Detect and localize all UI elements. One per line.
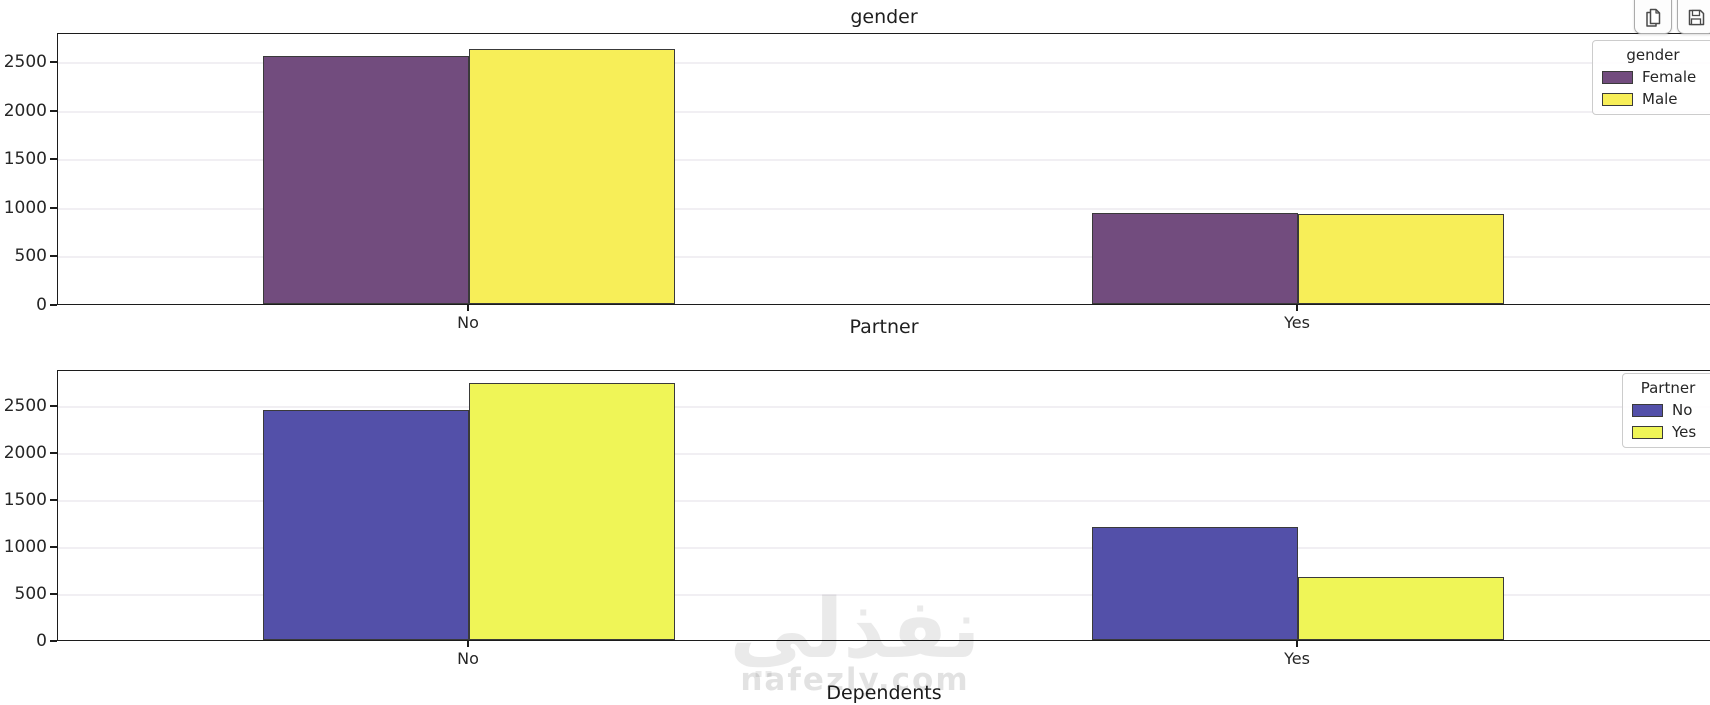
y-tick-label: 2000 bbox=[3, 100, 47, 121]
y-gridline bbox=[58, 452, 1710, 455]
y-tick-label: 0 bbox=[36, 295, 47, 315]
legend-entry: Male bbox=[1602, 90, 1704, 108]
bar-female-no bbox=[263, 56, 469, 304]
save-icon bbox=[1686, 6, 1706, 28]
y-tick-mark bbox=[50, 61, 57, 64]
plot-area bbox=[57, 370, 1710, 641]
y-tick-label: 1000 bbox=[3, 536, 47, 557]
y-tick-label: 2000 bbox=[3, 442, 47, 463]
legend-swatch bbox=[1602, 92, 1633, 106]
chart-title: Partner bbox=[849, 316, 919, 338]
y-tick-mark bbox=[50, 109, 57, 112]
y-tick-mark bbox=[50, 255, 57, 258]
chart-dependents-title: Dependents bbox=[826, 682, 942, 704]
y-tick-mark bbox=[50, 158, 57, 161]
x-tick-label: No bbox=[457, 313, 479, 332]
legend-entry: No bbox=[1632, 401, 1704, 419]
y-tick-label: 2500 bbox=[3, 52, 47, 73]
y-gridline bbox=[58, 110, 1710, 113]
legend-entry-label: Male bbox=[1642, 90, 1678, 108]
y-gridline bbox=[58, 207, 1710, 210]
y-tick-mark bbox=[50, 451, 57, 454]
legend-swatch bbox=[1602, 70, 1633, 84]
y-gridline bbox=[58, 62, 1710, 65]
legend: Partner No Yes bbox=[1622, 373, 1710, 448]
legend-swatch bbox=[1632, 403, 1663, 417]
x-tick-mark bbox=[467, 641, 469, 647]
y-tick-mark bbox=[50, 545, 57, 548]
bar-female-yes bbox=[1092, 212, 1298, 304]
y-tick-mark bbox=[50, 640, 57, 642]
y-gridline bbox=[58, 546, 1710, 549]
y-tick-label: 0 bbox=[36, 631, 47, 651]
y-tick-mark bbox=[50, 404, 57, 407]
legend-swatch bbox=[1632, 425, 1663, 439]
y-tick-label: 500 bbox=[14, 584, 47, 604]
x-tick-mark bbox=[467, 305, 469, 311]
save-button[interactable] bbox=[1677, 0, 1710, 34]
legend-title: Partner bbox=[1640, 379, 1696, 397]
y-gridline bbox=[58, 594, 1710, 596]
y-tick-mark bbox=[50, 206, 57, 209]
y-tick-label: 500 bbox=[14, 246, 47, 267]
bar-yes-no bbox=[469, 382, 675, 640]
legend-entry: Yes bbox=[1632, 423, 1704, 441]
copy-icon bbox=[1643, 6, 1663, 28]
plot-area bbox=[57, 33, 1710, 305]
bar-no-yes bbox=[1092, 527, 1298, 640]
y-tick-label: 1000 bbox=[3, 197, 47, 218]
y-gridline bbox=[58, 159, 1710, 162]
bar-no-no bbox=[263, 410, 469, 640]
x-tick-label: No bbox=[457, 649, 479, 668]
watermark-site-text: nafezly.com bbox=[740, 662, 970, 698]
x-tick-mark bbox=[1296, 641, 1298, 647]
y-gridline bbox=[58, 499, 1710, 502]
copy-button[interactable] bbox=[1634, 0, 1672, 34]
y-tick-label: 2500 bbox=[3, 395, 47, 416]
x-tick-label: Yes bbox=[1284, 313, 1310, 332]
legend-entry-label: Female bbox=[1642, 68, 1697, 86]
y-tick-mark bbox=[50, 593, 57, 595]
watermark-logo: نفذلي bbox=[729, 582, 981, 677]
legend-entry-label: Yes bbox=[1672, 423, 1697, 441]
y-gridline bbox=[58, 256, 1710, 259]
y-tick-mark bbox=[50, 498, 57, 501]
y-tick-label: 1500 bbox=[3, 149, 47, 170]
x-tick-mark bbox=[1296, 305, 1298, 311]
legend-entry: Female bbox=[1602, 68, 1704, 86]
y-tick-mark bbox=[50, 304, 57, 306]
bar-male-no bbox=[469, 49, 675, 304]
legend-title: gender bbox=[1626, 46, 1680, 64]
chart-title: gender bbox=[850, 6, 918, 28]
y-tick-label: 1500 bbox=[3, 489, 47, 510]
y-gridline bbox=[58, 405, 1710, 408]
legend: gender Female Male bbox=[1592, 40, 1710, 115]
x-tick-label: Yes bbox=[1284, 649, 1310, 668]
legend-entry-label: No bbox=[1672, 401, 1693, 419]
bar-male-yes bbox=[1298, 213, 1504, 304]
bar-yes-yes bbox=[1298, 577, 1504, 640]
